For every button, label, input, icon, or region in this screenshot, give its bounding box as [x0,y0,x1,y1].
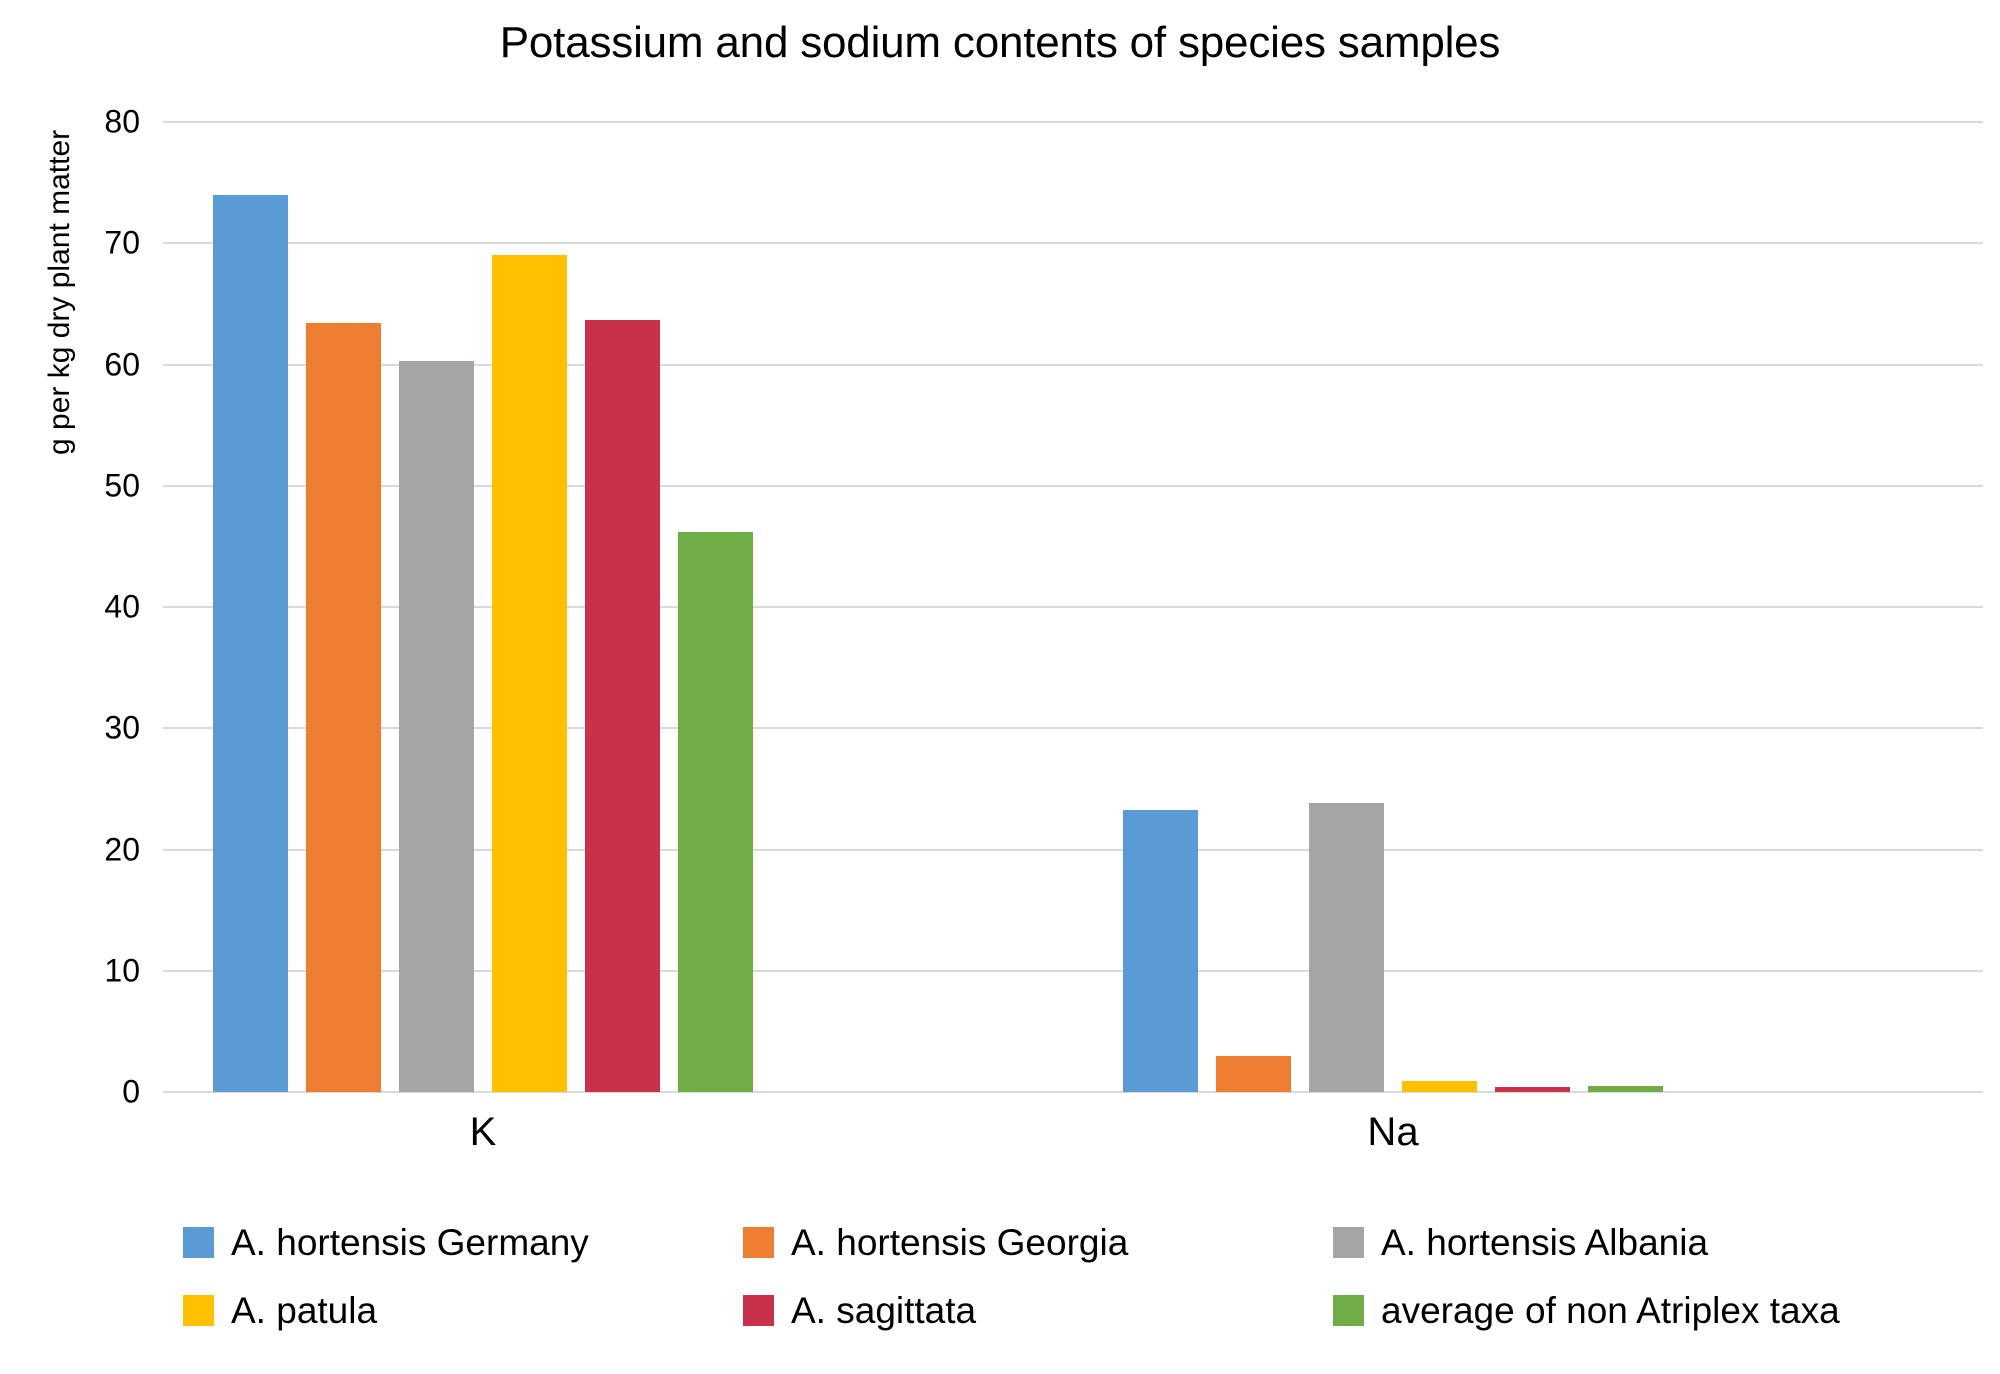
bar [1495,1087,1570,1092]
y-axis-tick-label: 50 [104,467,140,504]
legend-swatch-icon [743,1226,774,1258]
legend-item[interactable]: A. sagittata [743,1292,1333,1329]
bar [1123,809,1198,1092]
y-axis-tick-label: 10 [104,952,140,989]
legend-item[interactable]: A. hortensis Georgia [743,1224,1333,1261]
plot-area [163,121,1983,1093]
legend-label: A. patula [231,1289,378,1331]
gridline [163,1091,1983,1093]
gridline [163,121,1983,123]
bar [678,531,753,1092]
y-axis-tick-label: 40 [104,588,140,625]
bar [213,194,288,1092]
y-axis-tick-label: 0 [122,1073,140,1110]
gridline [163,848,1983,851]
bar [492,255,567,1092]
legend-label: A. hortensis Albania [1381,1221,1709,1263]
y-axis-tick-label: 60 [104,346,140,382]
chart-title: Potassium and sodium contents of species… [499,18,1501,67]
bar [399,360,474,1092]
legend-item[interactable]: A. hortensis Germany [183,1224,743,1261]
legend-item[interactable]: average of non Atriplex taxa [1333,1292,1933,1329]
gridline [163,727,1983,730]
y-axis-tick-label: 80 [104,103,140,140]
legend-item[interactable]: A. patula [183,1292,743,1329]
x-axis-category-label: K [469,1110,497,1154]
gridline [163,969,1983,972]
legend-swatch-icon [183,1226,214,1258]
legend-label: average of non Atriplex taxa [1381,1289,1840,1331]
bar [1309,803,1384,1092]
legend-label: A. hortensis Germany [231,1221,589,1263]
gridline [163,606,1983,608]
bar [1402,1081,1477,1092]
chart-legend: A. hortensis Germany A. hortensis Georgia… [183,1208,1933,1344]
legend-swatch-icon [1333,1294,1364,1326]
y-axis-tick-label: 20 [104,831,140,867]
legend-item[interactable]: A. hortensis Albania [1333,1224,1933,1261]
bar [1216,1055,1291,1092]
legend-swatch-icon [1333,1226,1364,1258]
y-axis-tick-label: 30 [104,709,140,746]
bar [585,319,660,1092]
gridline [163,363,1983,366]
gridline [163,484,1983,487]
y-axis-tick-label: 70 [104,224,140,261]
x-axis-category-label: Na [1367,1110,1419,1154]
bar [1588,1085,1663,1092]
legend-swatch-icon [183,1294,214,1326]
legend-label: A. hortensis Georgia [791,1221,1129,1263]
gridline [163,242,1983,245]
legend-label: A. sagittata [791,1289,977,1331]
legend-swatch-icon [743,1294,774,1326]
bar [306,323,381,1092]
